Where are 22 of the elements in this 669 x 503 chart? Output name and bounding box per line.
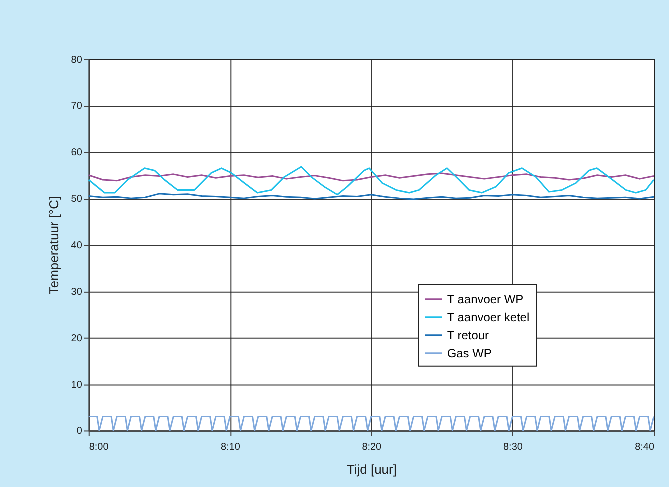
x-tick-label: 8:20 — [362, 442, 382, 454]
x-tick-label: 8:30 — [504, 442, 524, 454]
y-tick-label: 80 — [71, 54, 83, 66]
line-series — [88, 172, 655, 182]
y-tick-label: 40 — [71, 240, 83, 252]
legend-label: T aanvoer ketel — [447, 310, 530, 324]
y-axis-title: Temperatuur [°C] — [46, 196, 62, 295]
y-tick-label: 10 — [71, 380, 83, 391]
x-tick-label: 8:10 — [220, 442, 241, 454]
x-tick-label: 8:40 — [635, 442, 655, 454]
legend-label: T aanvoer WP — [447, 292, 524, 306]
legend-label: Gas WP — [447, 346, 492, 360]
y-tick-label: 70 — [71, 101, 83, 112]
y-tick-label: 50 — [71, 194, 83, 206]
legend-label: T retour — [447, 328, 490, 342]
x-axis-title: Tijd [uur] — [346, 462, 397, 478]
line-series — [88, 166, 655, 196]
y-tick-label: 60 — [71, 148, 83, 159]
y-tick-label: 30 — [71, 286, 83, 298]
y-tick-label: 20 — [71, 333, 83, 344]
x-tick-label: 8:00 — [89, 442, 110, 454]
y-tick-label: 0 — [76, 426, 83, 438]
